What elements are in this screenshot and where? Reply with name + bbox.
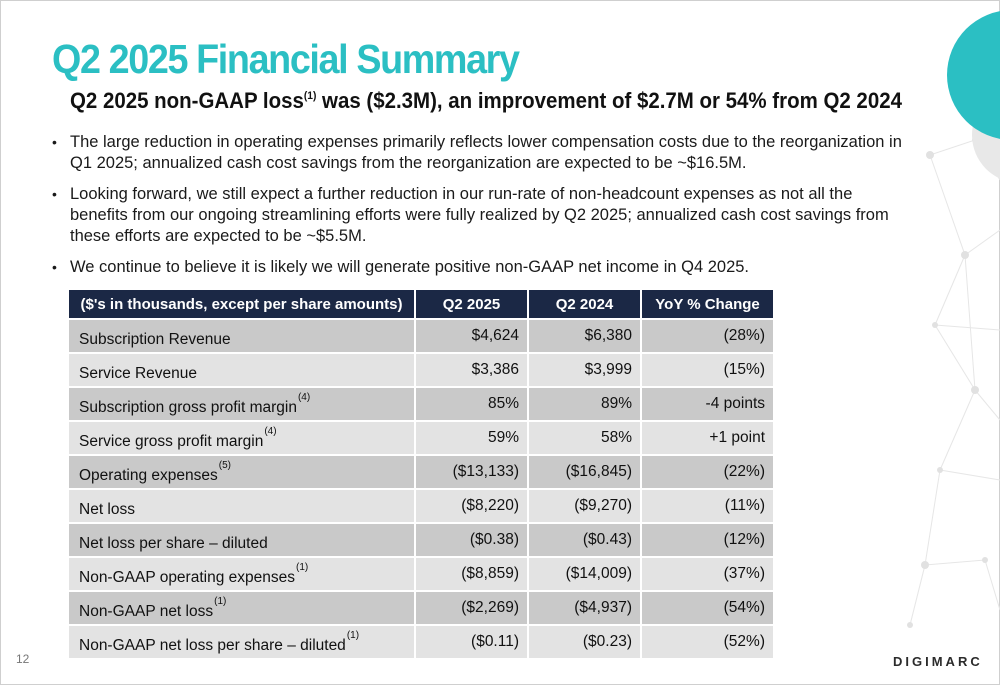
row-label: Non-GAAP net loss per share – diluted(1) [69,626,414,658]
cell-yoy: (11%) [640,490,773,522]
row-label-text: Net loss per share – diluted [79,534,268,552]
row-label: Non-GAAP net loss(1) [69,592,414,624]
row-label: Net loss per share – diluted [69,524,414,556]
cell-q2-2024: ($14,009) [527,558,640,590]
financial-summary-table: ($'s in thousands, except per share amou… [69,288,773,660]
table-row: Net loss per share – diluted ($0.38) ($0… [69,524,773,556]
header-q2-2024: Q2 2024 [527,290,640,318]
row-footnote: (4) [297,391,311,403]
cell-q2-2025: ($0.11) [414,626,527,658]
cell-q2-2025: $4,624 [414,320,527,352]
cell-q2-2024: 58% [527,422,640,454]
cell-yoy: (37%) [640,558,773,590]
subtitle-main: Q2 2025 non-GAAP loss [70,88,304,113]
row-label-text: Non-GAAP operating expenses [79,568,295,586]
header-label: ($'s in thousands, except per share amou… [69,290,414,318]
table-row: Service Revenue $3,386 $3,999 (15%) [69,354,773,386]
cell-q2-2024: ($0.23) [527,626,640,658]
cell-yoy: -4 points [640,388,773,420]
table-row: Service gross profit margin(4) 59% 58% +… [69,422,773,454]
row-label-text: Non-GAAP net loss [79,602,214,620]
table-row: Non-GAAP net loss(1) ($2,269) ($4,937) (… [69,592,773,624]
header-yoy-change: YoY % Change [640,290,773,318]
row-label-text: Service gross profit margin [79,432,264,450]
cell-q2-2025: ($2,269) [414,592,527,624]
cell-q2-2024: ($16,845) [527,456,640,488]
cell-q2-2024: 89% [527,388,640,420]
cell-yoy: (12%) [640,524,773,556]
row-label: Non-GAAP operating expenses(1) [69,558,414,590]
company-logo: DIGIMARC [893,654,983,669]
table-header-row: ($'s in thousands, except per share amou… [69,290,773,318]
row-label: Operating expenses(5) [69,456,414,488]
row-footnote: (4) [264,425,277,437]
cell-yoy: (15%) [640,354,773,386]
cell-yoy: (28%) [640,320,773,352]
row-footnote: (5) [218,459,231,471]
table-row: Net loss ($8,220) ($9,270) (11%) [69,490,773,522]
table-row: Subscription gross profit margin(4) 85% … [69,388,773,420]
cell-q2-2025: ($8,220) [414,490,527,522]
bullet-item: We continue to believe it is likely we w… [52,257,912,278]
row-label-text: Service Revenue [79,364,198,382]
subtitle-rest: was ($2.3M), an improvement of $2.7M or … [316,88,902,113]
row-label-text: Subscription Revenue [79,330,231,348]
row-footnote: (1) [214,595,227,607]
cell-yoy: +1 point [640,422,773,454]
row-footnote: (1) [296,561,309,573]
subtitle: Q2 2025 non-GAAP loss(1) was ($2.3M), an… [70,88,902,114]
cell-q2-2025: $3,386 [414,354,527,386]
table-row: Non-GAAP net loss per share – diluted(1)… [69,626,773,658]
cell-yoy: (52%) [640,626,773,658]
row-label: Service gross profit margin(4) [69,422,414,454]
bullet-item: Looking forward, we still expect a furth… [52,184,912,247]
table-row: Operating expenses(5) ($13,133) ($16,845… [69,456,773,488]
cell-q2-2025: 85% [414,388,527,420]
cell-yoy: (22%) [640,456,773,488]
row-label-text: Operating expenses [79,466,218,484]
cell-q2-2024: $3,999 [527,354,640,386]
cell-q2-2025: ($0.38) [414,524,527,556]
cell-q2-2025: ($13,133) [414,456,527,488]
table-row: Subscription Revenue $4,624 $6,380 (28%) [69,320,773,352]
table-row: Non-GAAP operating expenses(1) ($8,859) … [69,558,773,590]
bullet-item: The large reduction in operating expense… [52,132,912,174]
subtitle-footnote: (1) [303,90,317,102]
cell-q2-2024: ($9,270) [527,490,640,522]
page-title: Q2 2025 Financial Summary [52,36,520,82]
cell-q2-2024: ($0.43) [527,524,640,556]
row-footnote: (1) [346,629,360,641]
row-label-text: Subscription gross profit margin [79,398,297,416]
row-label: Service Revenue [69,354,414,386]
bullet-list: The large reduction in operating expense… [52,132,912,288]
cell-q2-2024: ($4,937) [527,592,640,624]
row-label-text: Net loss [79,500,135,518]
row-label: Net loss [69,490,414,522]
cell-q2-2024: $6,380 [527,320,640,352]
page-number: 12 [16,652,30,666]
row-label: Subscription Revenue [69,320,414,352]
row-label: Subscription gross profit margin(4) [69,388,414,420]
row-label-text: Non-GAAP net loss per share – diluted [79,636,346,654]
header-q2-2025: Q2 2025 [414,290,527,318]
cell-q2-2025: 59% [414,422,527,454]
cell-yoy: (54%) [640,592,773,624]
cell-q2-2025: ($8,859) [414,558,527,590]
